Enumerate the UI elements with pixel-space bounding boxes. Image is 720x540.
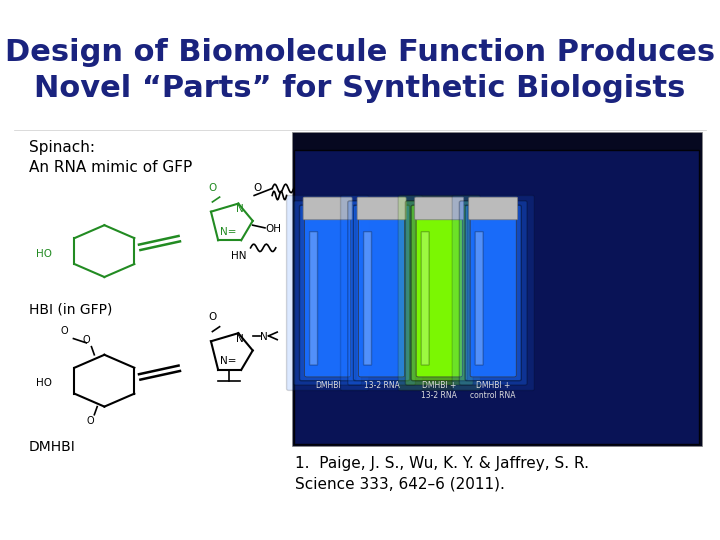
Text: N=: N= [220,356,236,366]
Text: 1.  Paige, J. S., Wu, K. Y. & Jaffrey, S. R.
Science 333, 642–6 (2011).: 1. Paige, J. S., Wu, K. Y. & Jaffrey, S.… [295,456,589,491]
FancyBboxPatch shape [300,205,356,381]
Text: O: O [86,416,94,427]
Text: N=: N= [220,227,236,237]
Text: DMHBI: DMHBI [29,440,76,454]
FancyBboxPatch shape [415,197,464,220]
FancyBboxPatch shape [359,209,405,377]
FancyBboxPatch shape [459,201,527,385]
Text: Spinach:
An RNA mimic of GFP: Spinach: An RNA mimic of GFP [29,140,192,175]
FancyBboxPatch shape [294,150,699,444]
Text: O: O [208,312,217,322]
FancyBboxPatch shape [341,195,423,390]
Text: 13-2 RNA: 13-2 RNA [364,381,400,390]
Text: O: O [61,326,68,336]
Text: DMHBI +
control RNA: DMHBI + control RNA [470,381,516,400]
FancyBboxPatch shape [470,209,516,377]
Text: N: N [236,334,243,343]
FancyBboxPatch shape [475,232,483,365]
FancyBboxPatch shape [405,201,473,385]
Text: DMHBI: DMHBI [315,381,341,390]
Text: HBI (in GFP): HBI (in GFP) [29,302,112,316]
FancyBboxPatch shape [348,201,415,385]
Text: HN: HN [230,251,246,261]
Text: O: O [208,183,217,193]
FancyBboxPatch shape [364,232,372,365]
FancyBboxPatch shape [452,195,534,390]
FancyBboxPatch shape [292,132,702,446]
FancyBboxPatch shape [411,205,467,381]
Text: O: O [83,335,90,345]
Text: OH: OH [265,225,281,234]
FancyBboxPatch shape [469,197,518,220]
FancyBboxPatch shape [421,232,429,365]
FancyBboxPatch shape [294,201,361,385]
Text: O: O [253,183,262,193]
FancyBboxPatch shape [354,205,410,381]
FancyBboxPatch shape [305,209,351,377]
FancyBboxPatch shape [398,195,480,390]
FancyBboxPatch shape [310,232,318,365]
FancyBboxPatch shape [416,209,462,377]
FancyBboxPatch shape [303,197,352,220]
FancyBboxPatch shape [287,195,369,390]
Text: N: N [260,332,268,342]
FancyBboxPatch shape [465,205,521,381]
FancyBboxPatch shape [357,197,406,220]
Text: Design of Biomolecule Function Produces
Novel “Parts” for Synthetic Biologists: Design of Biomolecule Function Produces … [5,38,715,103]
Text: N: N [236,204,243,214]
Text: HO: HO [36,379,52,388]
Text: HO: HO [36,249,52,259]
Text: DMHBI +
13-2 RNA: DMHBI + 13-2 RNA [421,381,457,400]
